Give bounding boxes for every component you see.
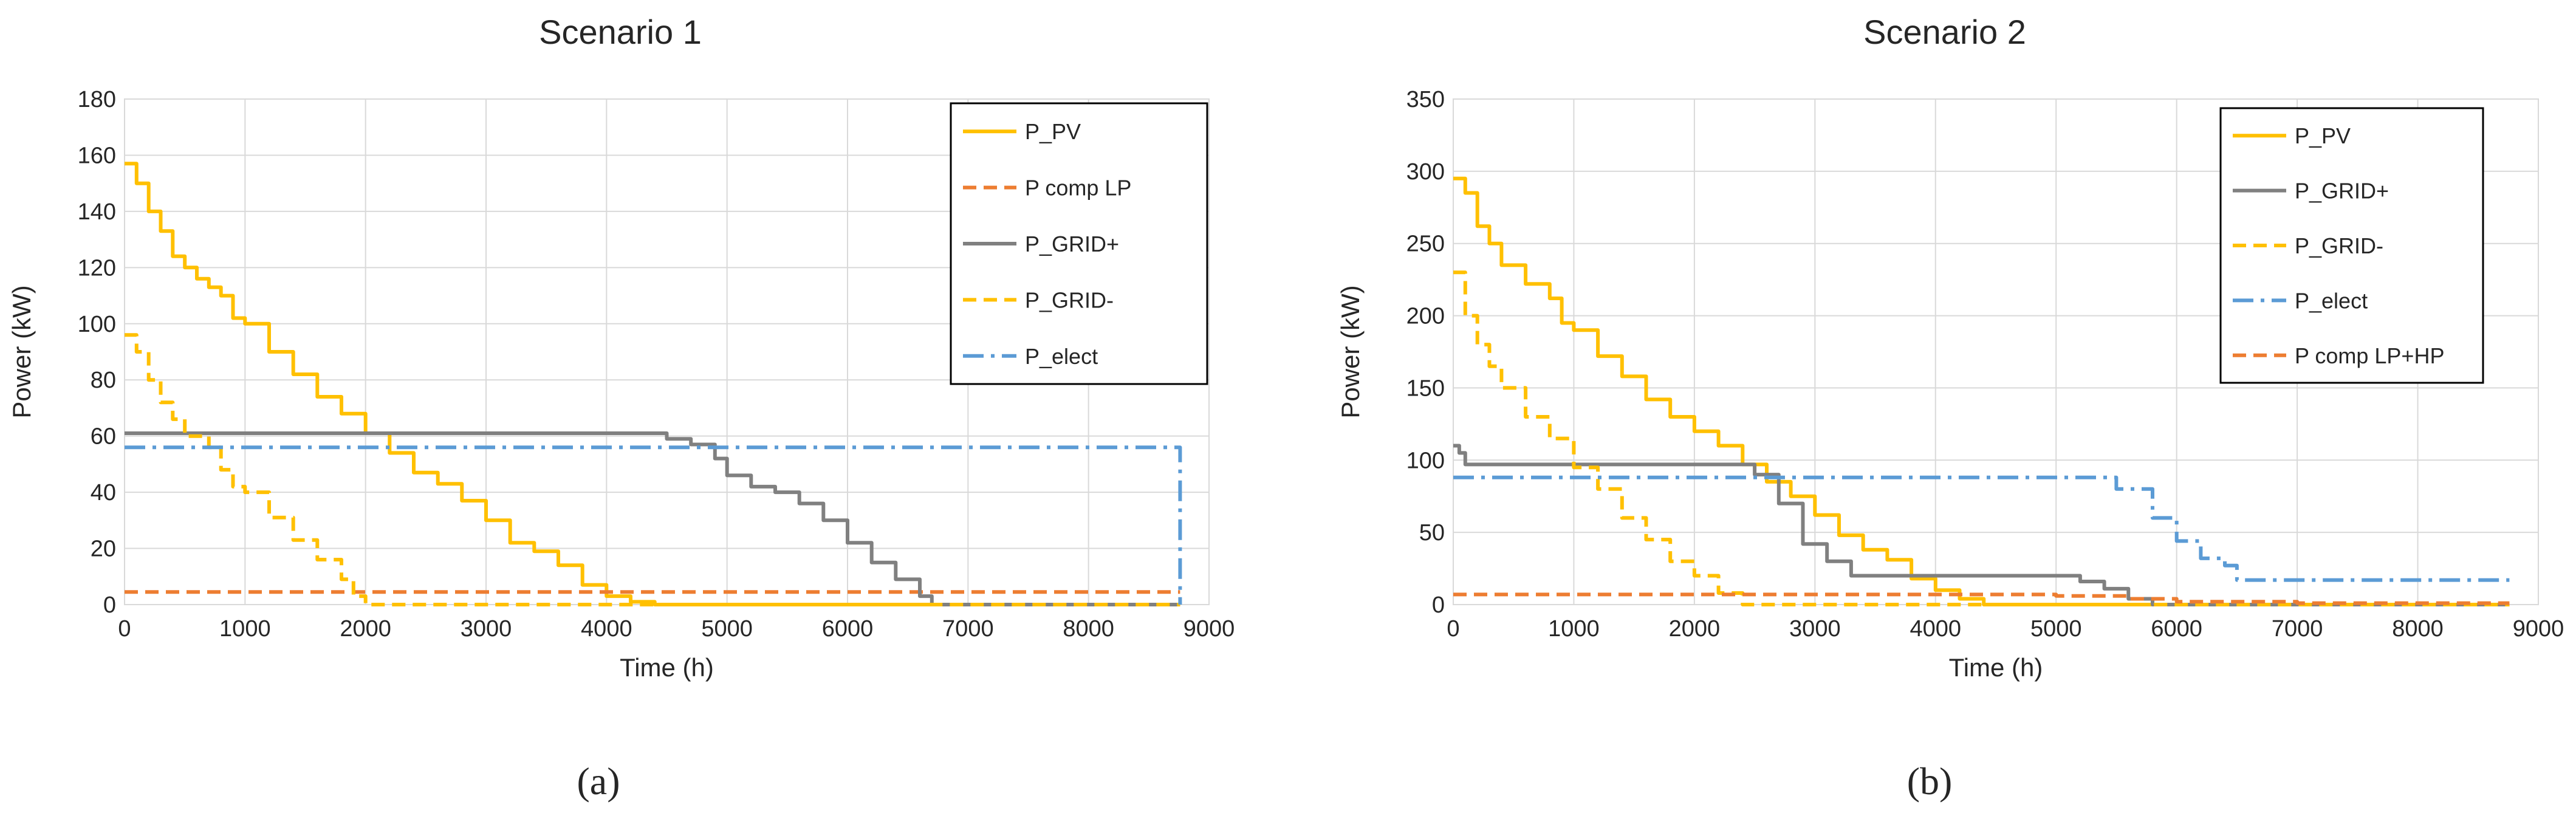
x-tick-label: 6000 xyxy=(822,616,874,642)
y-tick-label: 20 xyxy=(91,537,116,562)
legend-item: P_PV xyxy=(963,119,1081,144)
legend-label: P_elect xyxy=(1025,344,1098,369)
y-tick-label: 150 xyxy=(1406,376,1445,401)
series-lines xyxy=(1453,176,2510,606)
y-tick-label: 120 xyxy=(78,255,116,281)
y-tick-label: 80 xyxy=(91,368,116,393)
x-tick-label: 6000 xyxy=(2151,616,2202,642)
series-line-p-grid xyxy=(125,333,1180,606)
x-tick-label: 0 xyxy=(1447,616,1459,642)
x-tick-label: 5000 xyxy=(2030,616,2082,642)
y-tick-label: 350 xyxy=(1406,87,1445,112)
series-line-p-grid xyxy=(1453,270,2510,606)
series-line-p-comp-lp-hp xyxy=(1453,592,2510,605)
x-tick-label: 2000 xyxy=(1669,616,1721,642)
y-tick-label: 50 xyxy=(1419,520,1445,546)
legend-label: P_GRID- xyxy=(2295,233,2383,258)
legend-label: P_PV xyxy=(1025,119,1081,144)
legend-item: P_GRID- xyxy=(963,287,1114,312)
chart-title: Scenario 1 xyxy=(539,13,702,51)
series-line-p-grid xyxy=(1453,444,2510,606)
legend-item: P_GRID+ xyxy=(963,232,1119,256)
x-tick-label: 3000 xyxy=(1789,616,1841,642)
series-line-p-pv xyxy=(1453,176,2510,606)
y-tick-label: 300 xyxy=(1406,159,1445,185)
x-tick-label: 4000 xyxy=(1910,616,1962,642)
legend-item: P comp LP+HP xyxy=(2233,343,2444,368)
y-tick-label: 160 xyxy=(78,143,116,168)
legend-item: P_elect xyxy=(2233,288,2368,313)
legend-item: P_elect xyxy=(963,344,1098,369)
series-line-p-pv xyxy=(125,162,1180,606)
y-tick-label: 200 xyxy=(1406,304,1445,329)
x-tick-label: 5000 xyxy=(701,616,753,642)
series-line-p-elect xyxy=(1453,475,2510,582)
panel-label: (b) xyxy=(1907,760,1953,803)
chart-panel-b: 0 1000 2000 3000 4000 5000 6000 7000 8000 9000 0 50… xyxy=(1336,13,2564,803)
legend-label: P_PV xyxy=(2295,123,2351,148)
x-tick-label: 7000 xyxy=(2272,616,2323,642)
series-lines xyxy=(125,162,1182,606)
y-tick-label: 40 xyxy=(91,480,116,506)
x-tick-label: 1000 xyxy=(1548,616,1600,642)
y-tick-label: 60 xyxy=(91,424,116,450)
y-tick-label: 100 xyxy=(1406,448,1445,473)
series-line-p-elect xyxy=(125,445,1182,605)
y-tick-label: 0 xyxy=(103,592,116,618)
y-axis-title: Power (kW) xyxy=(7,285,36,418)
x-tick-label: 1000 xyxy=(219,616,271,642)
x-tick-label: 8000 xyxy=(1063,616,1114,642)
x-tick-label: 2000 xyxy=(340,616,391,642)
x-tick-label: 8000 xyxy=(2392,616,2444,642)
legend-item: P comp LP xyxy=(963,176,1131,201)
legend-label: P_GRID- xyxy=(1025,287,1114,312)
y-tick-label: 250 xyxy=(1406,232,1445,257)
series-line-p-grid xyxy=(125,431,1180,606)
legend-label: P_GRID+ xyxy=(1025,232,1119,256)
legend-label: P comp LP+HP xyxy=(2295,343,2444,368)
x-tick-label: 3000 xyxy=(461,616,512,642)
legend-label: P comp LP xyxy=(1025,176,1131,201)
chart-title: Scenario 2 xyxy=(1863,13,2026,51)
chart-panel-a: 0 1000 2000 3000 4000 5000 6000 7000 8000 9000 0 20… xyxy=(7,13,1235,803)
y-tick-label: 140 xyxy=(78,199,116,225)
legend-label: P_elect xyxy=(2295,288,2368,313)
y-tick-label: 180 xyxy=(78,87,116,112)
y-tick-label: 100 xyxy=(78,312,116,337)
x-axis-title: Time (h) xyxy=(1949,653,2043,682)
x-tick-label: 9000 xyxy=(2513,616,2564,642)
x-tick-label: 9000 xyxy=(1184,616,1235,642)
x-tick-label: 7000 xyxy=(942,616,994,642)
x-axis-title: Time (h) xyxy=(620,653,714,682)
y-tick-label: 0 xyxy=(1432,592,1445,618)
legend-item: P_GRID+ xyxy=(2233,179,2389,204)
legend-item: P_PV xyxy=(2233,123,2351,148)
legend: P_PV P comp LP P_GRID+ P_GRID- P_elect xyxy=(950,102,1208,385)
y-axis-title: Power (kW) xyxy=(1336,285,1365,418)
x-tick-label: 4000 xyxy=(581,616,632,642)
x-tick-label: 0 xyxy=(118,616,131,642)
panel-label: (a) xyxy=(577,760,620,803)
legend-item: P_GRID- xyxy=(2233,233,2383,258)
legend: P_PV P_GRID+ P_GRID- P_elect P comp LP+HP xyxy=(2219,107,2484,384)
legend-label: P_GRID+ xyxy=(2295,179,2389,204)
